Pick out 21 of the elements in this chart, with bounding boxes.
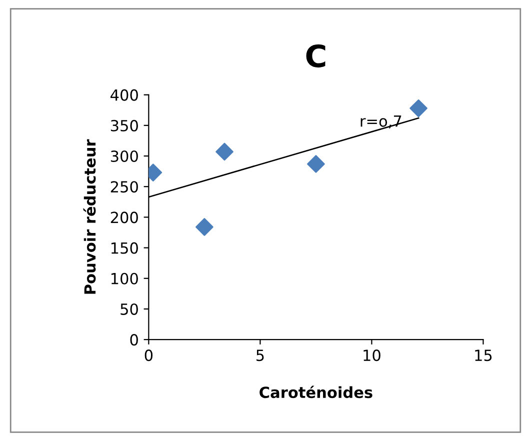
- x-axis-title: Caroténoides: [260, 386, 372, 398]
- y-tick-label: 200: [110, 212, 138, 224]
- y-tick-label: 0: [130, 334, 138, 346]
- x-tick-label: 0: [144, 350, 153, 362]
- y-tick-label: 300: [110, 150, 138, 162]
- point: [410, 99, 428, 118]
- y-tick-label: 350: [110, 120, 138, 132]
- x-tick-label: 10: [364, 350, 380, 362]
- point: [196, 218, 214, 236]
- y-tick-label: 400: [110, 89, 138, 101]
- point: [307, 155, 325, 173]
- y-axis-title: Pouvoir réducteur: [83, 139, 96, 294]
- point: [216, 142, 234, 161]
- y-tick-label: 250: [110, 181, 138, 193]
- x-tick-label: 5: [256, 350, 264, 362]
- chart-title: C: [306, 44, 326, 68]
- x-tick-label: 15: [475, 350, 492, 362]
- y-tick-label: 100: [111, 272, 138, 284]
- annotation: r=o,7: [360, 115, 402, 128]
- y-tick-label: 150: [111, 242, 138, 254]
- y-tick-label: 50: [120, 303, 138, 315]
